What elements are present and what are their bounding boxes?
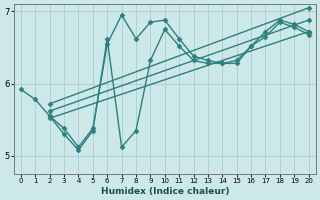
X-axis label: Humidex (Indice chaleur): Humidex (Indice chaleur) <box>100 187 229 196</box>
